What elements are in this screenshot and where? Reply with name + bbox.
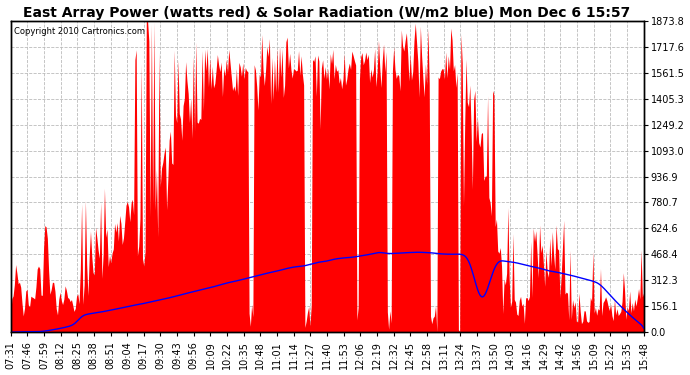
Title: East Array Power (watts red) & Solar Radiation (W/m2 blue) Mon Dec 6 15:57: East Array Power (watts red) & Solar Rad… — [23, 6, 631, 20]
Text: Copyright 2010 Cartronics.com: Copyright 2010 Cartronics.com — [14, 27, 145, 36]
